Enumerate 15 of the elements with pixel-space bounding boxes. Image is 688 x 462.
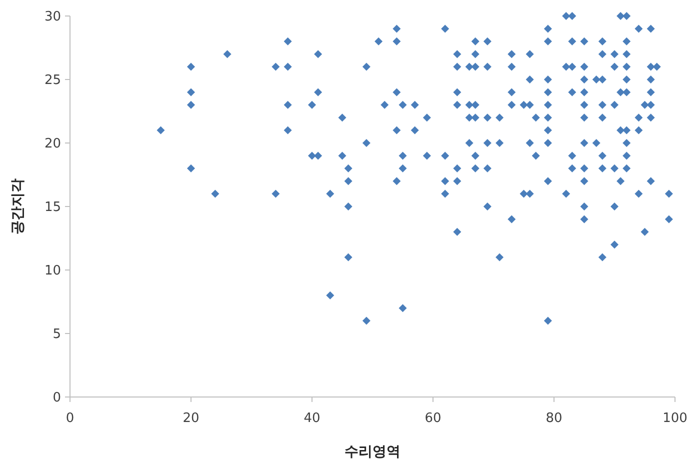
y-tick-label: 15 <box>44 200 61 215</box>
x-tick-label: 20 <box>182 411 200 426</box>
y-tick-label: 20 <box>44 136 61 152</box>
x-tick-label: 80 <box>546 411 562 426</box>
y-tick-label: 0 <box>52 390 61 406</box>
y-tick-label: 30 <box>44 10 61 24</box>
y-axis-title: 공간지각 <box>10 178 26 234</box>
x-tick-label: 60 <box>424 411 442 426</box>
x-axis-title: 수리영역 <box>344 444 400 460</box>
y-tick-label: 5 <box>52 327 61 342</box>
x-tick-label: 0 <box>66 411 74 426</box>
x-tick-label: 100 <box>662 411 688 426</box>
y-tick-label: 25 <box>44 73 61 88</box>
x-tick-label: 40 <box>304 411 320 426</box>
y-tick-label: 10 <box>44 264 61 278</box>
